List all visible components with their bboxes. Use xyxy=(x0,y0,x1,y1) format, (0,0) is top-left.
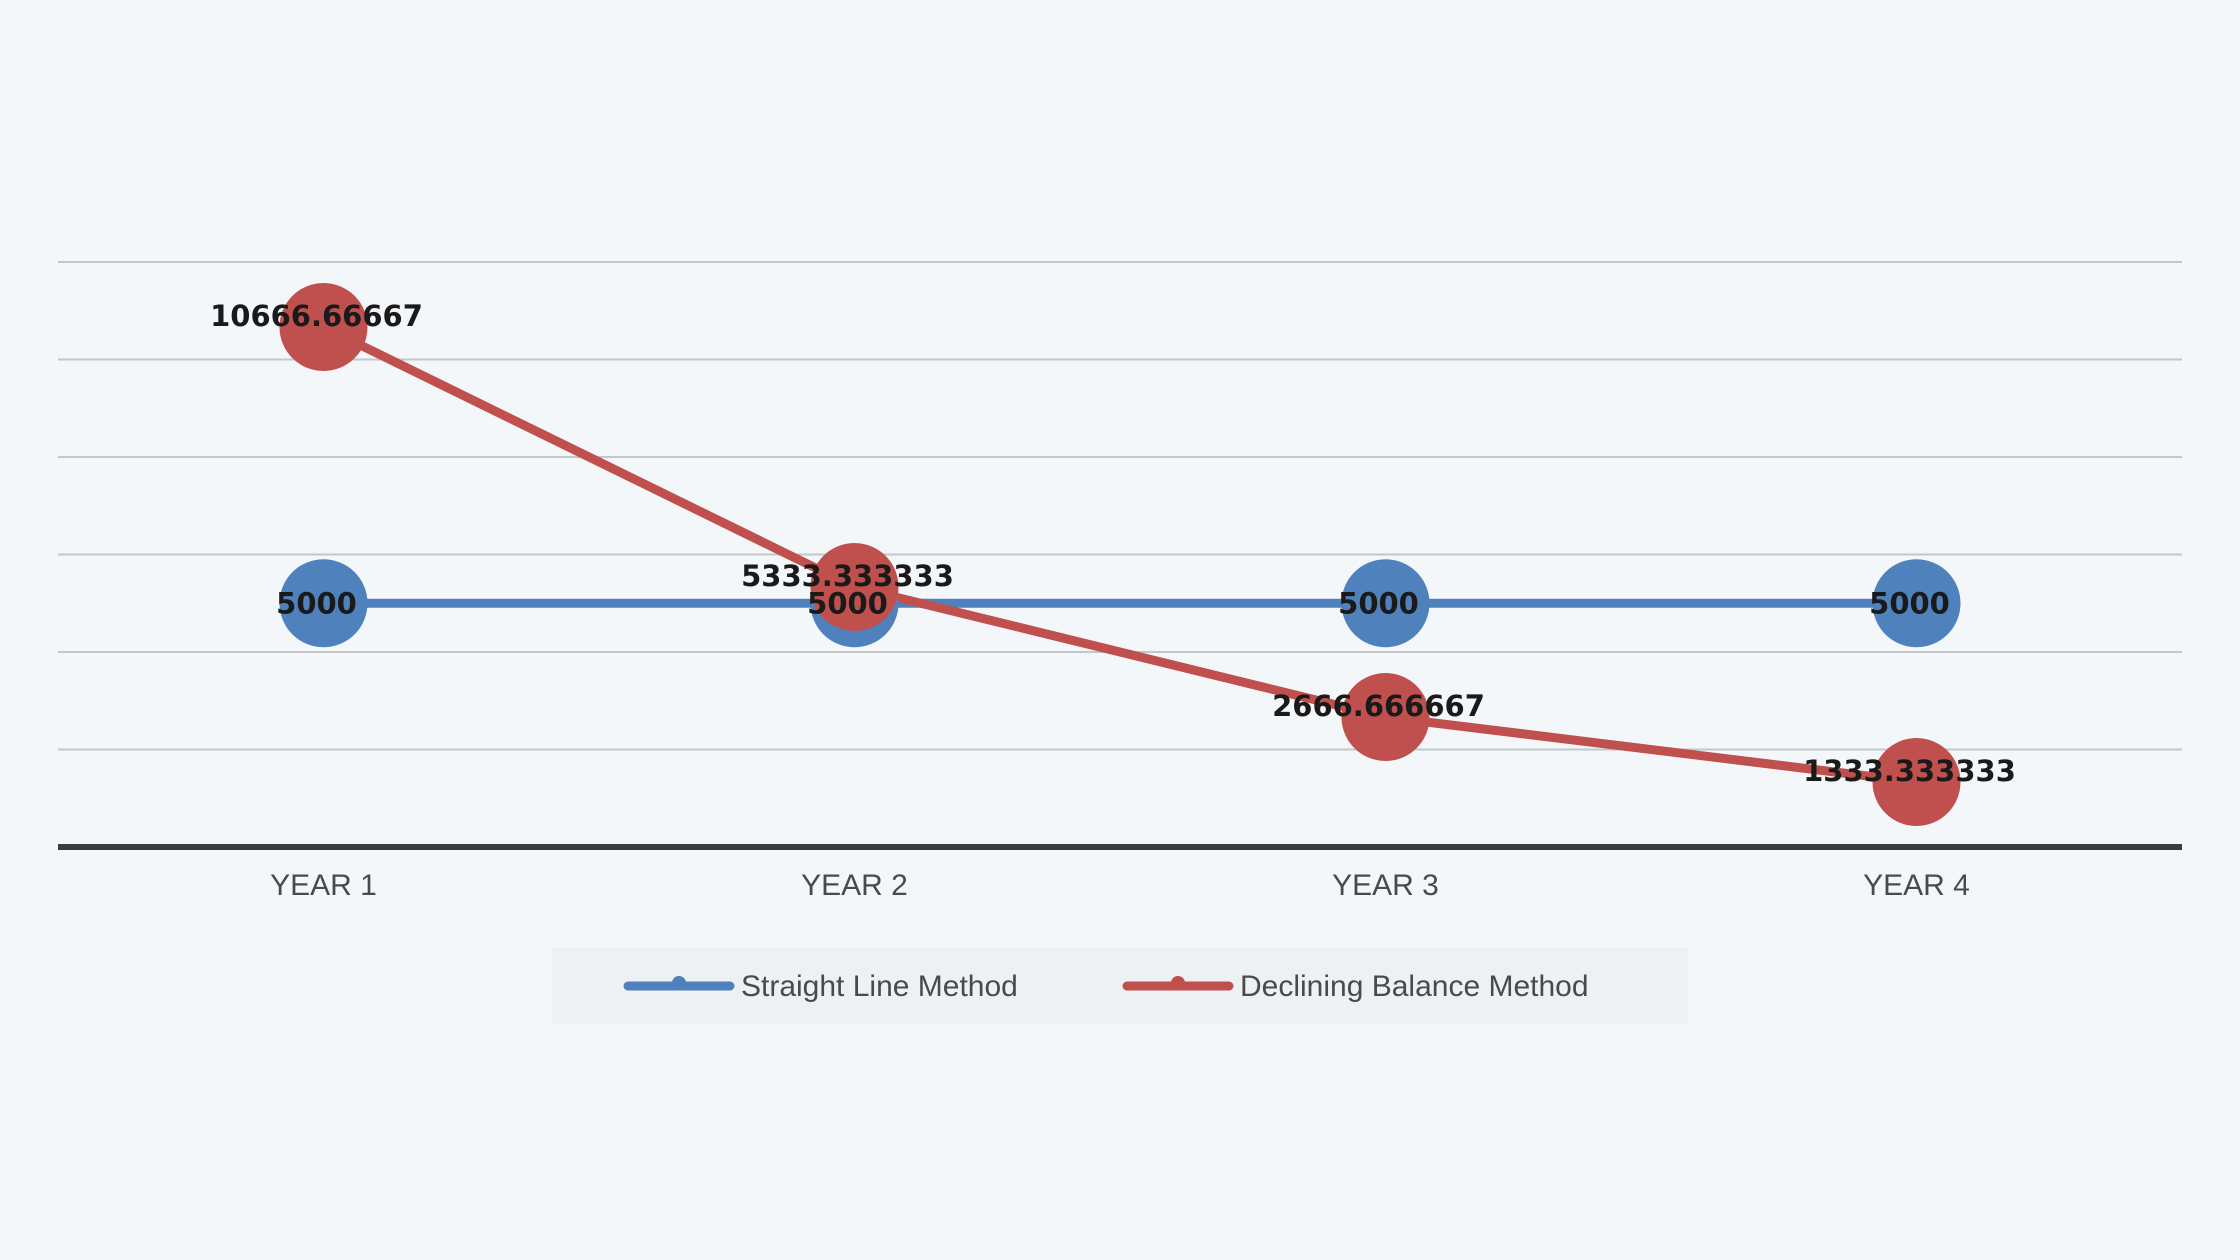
data-label: 10666.66667 xyxy=(210,299,423,333)
x-tick-label: YEAR 1 xyxy=(270,869,377,902)
legend: Straight Line Method Declining Balance Me… xyxy=(552,948,1688,1024)
data-point-marker xyxy=(1341,559,1430,648)
legend-swatch-marker xyxy=(1171,976,1185,990)
data-point-marker xyxy=(1341,673,1430,761)
legend-label: Straight Line Method xyxy=(741,970,1018,1003)
x-tick-label: YEAR 3 xyxy=(1332,869,1439,902)
series-line-declining-balance xyxy=(321,322,1918,787)
data-label: 1333.333333 xyxy=(1803,754,2016,788)
data-point-marker xyxy=(1872,738,1961,826)
series-data-labels-0: 5000 5000 5000 5000 xyxy=(276,586,1950,620)
legend-swatch-marker xyxy=(672,976,686,990)
data-point-marker xyxy=(279,283,368,371)
data-label: 5333.333333 xyxy=(741,559,954,593)
data-label: 5000 xyxy=(1338,586,1419,620)
x-tick-label: YEAR 4 xyxy=(1863,869,1970,902)
data-point-marker xyxy=(810,543,899,631)
x-axis-tick-labels: YEAR 1 YEAR 2 YEAR 3 YEAR 4 xyxy=(270,869,1970,902)
series-markers-1 xyxy=(279,283,1961,826)
data-label: 5000 xyxy=(276,586,357,620)
data-point-marker xyxy=(1872,559,1961,648)
data-label: 5000 xyxy=(807,586,888,620)
data-label: 5000 xyxy=(1869,586,1950,620)
gridlines xyxy=(58,261,2182,751)
data-label: 2666.666667 xyxy=(1272,689,1485,723)
series-data-labels-1: 10666.66667 5333.333333 2666.666667 1333.33… xyxy=(210,299,2016,788)
legend-box xyxy=(552,948,1688,1024)
legend-label: Declining Balance Method xyxy=(1240,970,1589,1003)
x-tick-label: YEAR 2 xyxy=(801,869,908,902)
data-point-marker xyxy=(279,559,368,648)
